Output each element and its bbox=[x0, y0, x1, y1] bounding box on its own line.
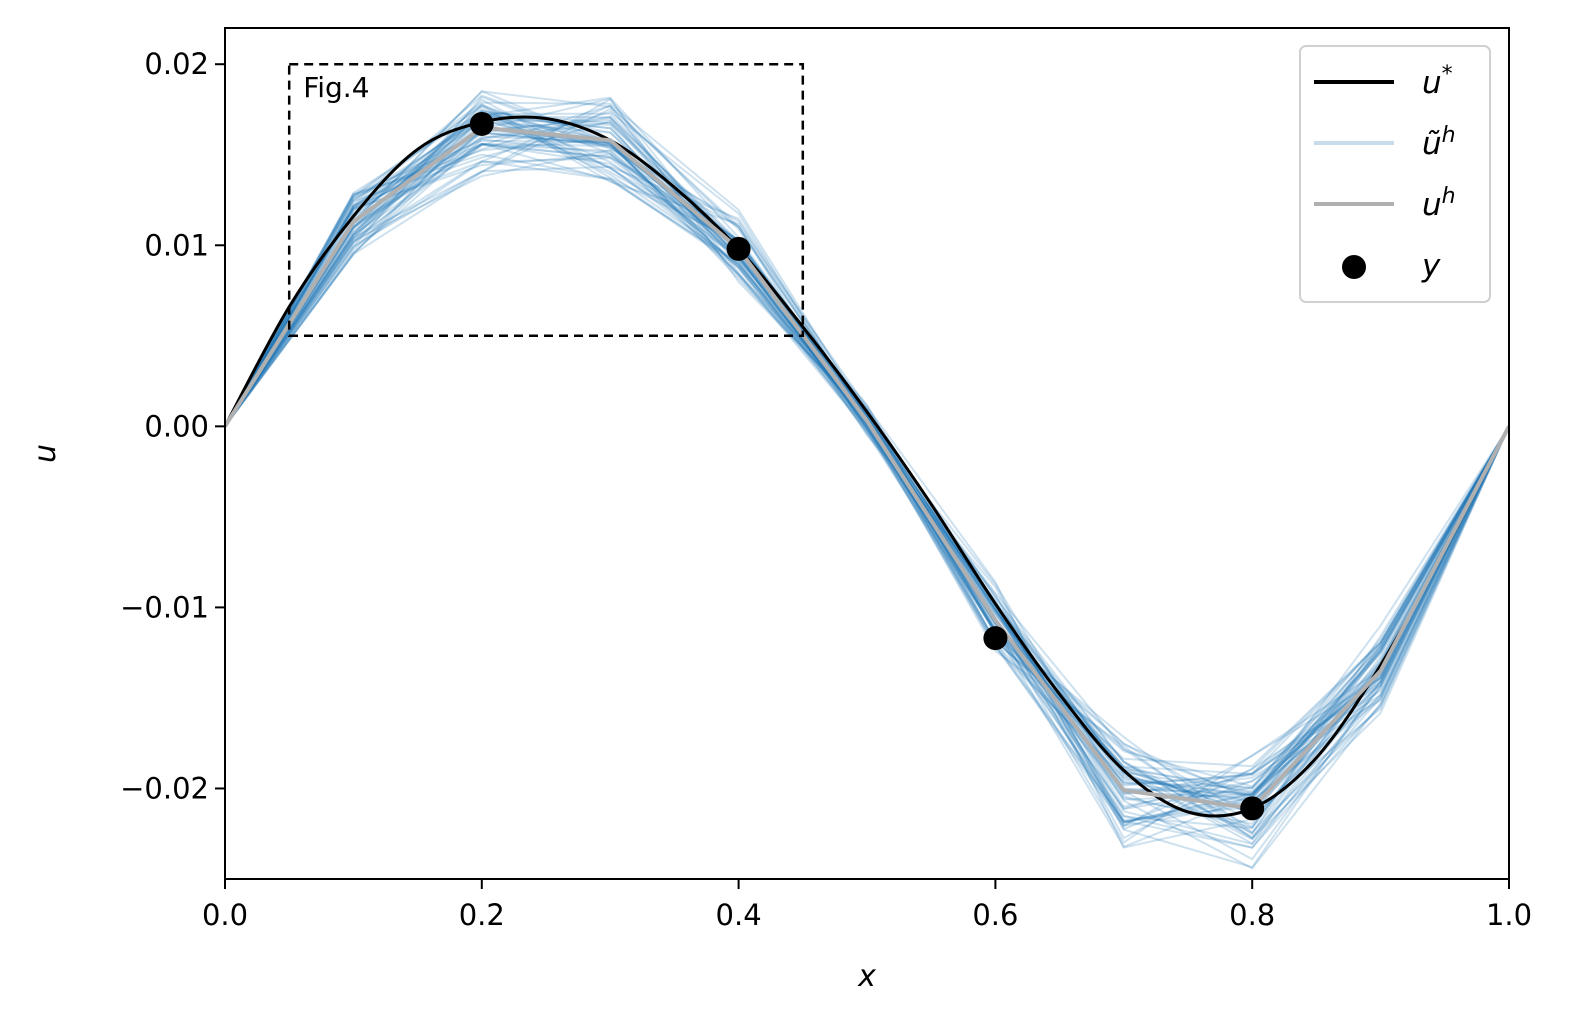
x-tick-label: 0.4 bbox=[716, 898, 762, 932]
ensemble-line bbox=[225, 142, 1509, 824]
ensemble-line bbox=[225, 114, 1509, 815]
ensemble-line bbox=[225, 131, 1509, 799]
legend: u* ũh uh y bbox=[1299, 45, 1491, 303]
x-tick-label: 0.0 bbox=[202, 898, 248, 932]
plot-area: Fig.4 bbox=[225, 62, 1509, 870]
ensemble-line bbox=[225, 138, 1509, 802]
observation-markers bbox=[469, 111, 1265, 821]
ensemble-line bbox=[225, 113, 1509, 849]
ensemble-line bbox=[225, 160, 1509, 861]
ensemble-line bbox=[225, 111, 1509, 795]
x-tick-label: 0.8 bbox=[1229, 898, 1275, 932]
exact-solution-line bbox=[225, 115, 1509, 818]
ensemble-line bbox=[225, 101, 1509, 840]
legend-item: y bbox=[1342, 248, 1441, 284]
zoom-region-box bbox=[287, 62, 805, 338]
legend-label: y bbox=[1421, 248, 1441, 284]
ensemble-line bbox=[225, 119, 1509, 836]
ensemble-line bbox=[225, 98, 1509, 823]
legend-label: ũh bbox=[1422, 123, 1456, 162]
ensemble-line bbox=[225, 96, 1509, 788]
ensemble-line bbox=[225, 110, 1509, 835]
axes-frame bbox=[224, 27, 1510, 880]
ensemble-line bbox=[225, 135, 1509, 831]
observation-point bbox=[1240, 796, 1265, 821]
legend-frame bbox=[1299, 45, 1491, 303]
observation-point bbox=[983, 626, 1008, 651]
y-axis-label: u bbox=[28, 444, 63, 463]
zoom-region-label: Fig.4 bbox=[303, 71, 369, 104]
x-axis-label: x bbox=[857, 959, 876, 994]
legend-item: uh bbox=[1314, 184, 1456, 223]
legend-label: u* bbox=[1422, 62, 1453, 101]
ensemble-line bbox=[225, 104, 1509, 827]
approximation-line bbox=[225, 125, 1509, 811]
ensemble-line bbox=[225, 104, 1509, 829]
legend-item: u* bbox=[1314, 62, 1453, 101]
x-tick-label: 0.6 bbox=[972, 898, 1018, 932]
x-tick-label: 1.0 bbox=[1486, 898, 1532, 932]
y-tick-label: −0.01 bbox=[120, 590, 209, 624]
ensemble-line bbox=[225, 103, 1509, 844]
legend-swatch bbox=[1342, 255, 1366, 279]
x-tick-label: 0.2 bbox=[459, 898, 505, 932]
series-lines bbox=[225, 115, 1509, 818]
y-axis-ticks: 0.02 0.01 0.00 −0.01 −0.02 bbox=[120, 47, 225, 805]
y-tick-label: 0.01 bbox=[144, 228, 209, 262]
y-tick-label: 0.02 bbox=[144, 47, 209, 81]
ensemble-line bbox=[225, 98, 1509, 768]
ensemble-line bbox=[225, 149, 1509, 849]
ensemble-line bbox=[225, 115, 1509, 869]
legend-label: uh bbox=[1422, 184, 1456, 223]
observation-point bbox=[469, 111, 494, 136]
annotation-layer: Fig.4 bbox=[287, 62, 805, 338]
ensemble-line bbox=[225, 112, 1509, 786]
ensemble-line bbox=[225, 131, 1509, 822]
x-axis-ticks: 0.0 0.2 0.4 0.6 0.8 1.0 bbox=[202, 879, 1532, 932]
ensemble-line bbox=[225, 120, 1509, 845]
observation-point bbox=[726, 236, 751, 261]
ensemble-line bbox=[225, 128, 1509, 849]
y-tick-label: −0.02 bbox=[120, 771, 209, 805]
y-tick-label: 0.00 bbox=[144, 409, 209, 443]
legend-item: ũh bbox=[1314, 123, 1456, 162]
ensemble-line bbox=[225, 110, 1509, 829]
